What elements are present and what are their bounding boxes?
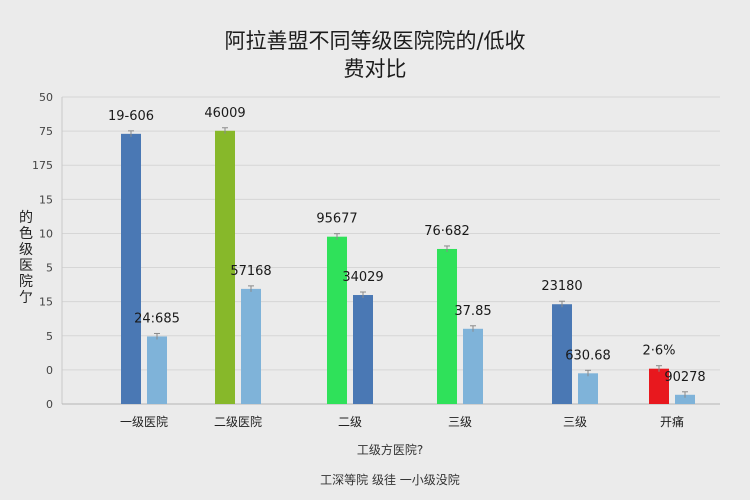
data-label: 19-606: [108, 109, 154, 124]
y-axis-label-char: 院: [19, 274, 33, 290]
category-label: 二级医院: [214, 415, 262, 429]
bar: [215, 130, 235, 404]
bar-marks: 19-606 24:685 46009 57168 95677 34029 76·682 37…: [108, 106, 706, 404]
y-tick-label: 0: [46, 364, 53, 377]
bar: [437, 248, 457, 404]
data-label: 23180: [541, 279, 582, 294]
data-label: 24:685: [134, 311, 180, 326]
category-label: 三级: [563, 415, 587, 429]
y-axis-label-char: 的: [19, 210, 33, 226]
data-label: 630.68: [565, 348, 611, 363]
gridlines: [62, 96, 720, 371]
bar: [147, 336, 167, 404]
chart-title-line-2: 费对比: [344, 57, 407, 81]
data-label: 37.85: [454, 304, 491, 319]
y-tick-label: 175: [32, 159, 53, 172]
bar: [578, 373, 598, 404]
y-tick-label: 15: [39, 193, 53, 206]
bar: [552, 304, 572, 404]
category-labels: 一级医院 二级医院 二级 三级 三级 开痛: [120, 414, 684, 429]
data-label: 34029: [342, 270, 383, 285]
data-label: 57168: [230, 264, 271, 279]
y-tick-label: 75: [39, 125, 53, 138]
bar: [121, 133, 141, 404]
y-tick-label: 0: [46, 398, 53, 411]
y-axis-label-char: 色: [19, 225, 33, 242]
y-tick-label: 50: [39, 91, 53, 104]
data-label: 95677: [316, 212, 357, 227]
y-tick-label: 5: [46, 330, 53, 343]
bar: [649, 368, 669, 404]
bar: [463, 328, 483, 404]
data-label: 76·682: [424, 224, 470, 239]
category-label: 二级: [338, 415, 362, 429]
category-label: 一级医院: [120, 415, 168, 429]
y-axis-label-char: 亇: [19, 290, 33, 306]
y-axis-label-char: 医: [19, 258, 33, 274]
bar: [241, 288, 261, 404]
legend-text: 工深等院 级徍 一小级没院: [320, 472, 460, 487]
data-label: 90278: [664, 370, 705, 385]
y-tick-label: 10: [39, 227, 53, 240]
x-axis-label: 工级方医院?: [357, 442, 423, 457]
y-tick-label: 15: [39, 296, 53, 309]
bar: [675, 394, 695, 404]
category-label: 三级: [448, 415, 472, 429]
category-label: 开痛: [660, 414, 684, 429]
y-axis-label-char: 级: [19, 242, 33, 258]
bar: [353, 295, 373, 404]
data-label: 46009: [204, 106, 245, 121]
chart-title-line-1: 阿拉善盟不同等级医院院的/低收: [224, 29, 525, 53]
bar: [327, 236, 347, 404]
y-tick-label: 5: [46, 262, 53, 275]
data-label: 2·6%: [642, 344, 675, 359]
